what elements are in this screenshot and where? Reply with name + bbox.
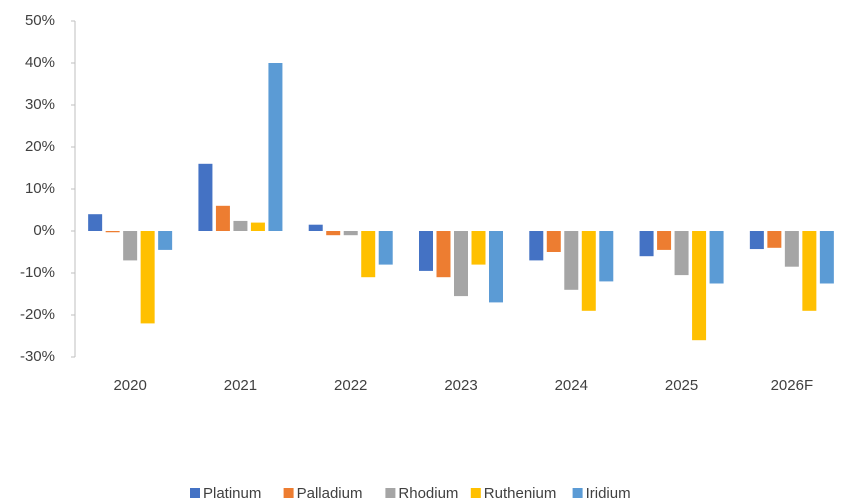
legend-label: Ruthenium [484, 485, 557, 502]
bar [436, 231, 451, 278]
y-tick-label: 40% [25, 54, 55, 71]
legend-label: Palladium [297, 485, 363, 502]
x-tick-label: 2021 [224, 377, 257, 394]
bar [268, 63, 283, 231]
y-tick-label: -10% [20, 264, 55, 281]
bar [471, 231, 486, 265]
bar [215, 205, 230, 231]
bar [308, 224, 323, 231]
legend-label: Iridium [586, 485, 631, 502]
y-tick-label: 0% [33, 222, 55, 239]
bar [802, 231, 817, 311]
bar [564, 231, 579, 290]
bar [326, 231, 341, 236]
bar [88, 214, 103, 231]
legend-label: Rhodium [398, 485, 458, 502]
legend-swatch [283, 488, 294, 498]
x-tick-label: 2024 [555, 377, 588, 394]
y-tick-label: 50% [25, 12, 55, 29]
y-tick-label: -30% [20, 348, 55, 365]
bar [140, 231, 155, 324]
bar [709, 231, 724, 284]
bar [343, 231, 358, 236]
bar [198, 163, 213, 231]
bar [123, 231, 138, 261]
legend-swatch [385, 488, 396, 498]
bar [158, 231, 173, 250]
bar [657, 231, 672, 250]
bar [581, 231, 596, 311]
bar [529, 231, 544, 261]
bar [419, 231, 433, 271]
legend-swatch [190, 488, 200, 498]
bar [546, 231, 561, 252]
bar [250, 222, 265, 231]
bar [749, 231, 764, 250]
bar [105, 231, 120, 233]
y-tick-label: -20% [20, 306, 55, 323]
bar [378, 231, 393, 265]
bar [674, 231, 689, 276]
legend-swatch [470, 488, 481, 498]
y-tick-label: 30% [25, 96, 55, 113]
bar [361, 231, 376, 278]
legend-label: Platinum [203, 485, 261, 502]
bar [233, 220, 248, 231]
x-tick-label: 2026F [771, 377, 814, 394]
x-tick-label: 2022 [334, 377, 367, 394]
bar [784, 231, 799, 267]
bar [767, 231, 782, 248]
bar [692, 231, 707, 341]
bar [639, 231, 654, 257]
x-tick-label: 2020 [113, 377, 146, 394]
y-tick-label: 10% [25, 180, 55, 197]
bar [599, 231, 614, 282]
bar [819, 231, 834, 284]
legend-swatch [572, 488, 583, 498]
bar [454, 231, 468, 297]
bar [489, 231, 503, 303]
y-tick-label: 20% [25, 138, 55, 155]
x-tick-label: 2023 [444, 377, 477, 394]
x-tick-label: 2025 [665, 377, 698, 394]
